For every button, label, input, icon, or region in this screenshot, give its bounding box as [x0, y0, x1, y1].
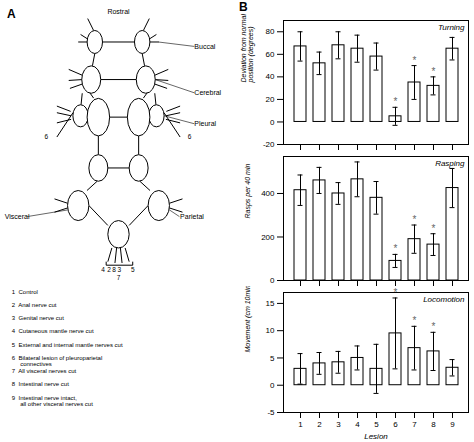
- svg-text:*: *: [394, 96, 398, 107]
- svg-text:Locomotion: Locomotion: [423, 295, 465, 304]
- svg-text:4 Cutaneous mantle nerve cut: 4 Cutaneous mantle nerve cut: [12, 328, 94, 334]
- svg-text:*: *: [432, 66, 436, 77]
- svg-text:7: 7: [412, 420, 417, 429]
- svg-text:6: 6: [188, 133, 192, 140]
- svg-text:4: 4: [101, 266, 105, 273]
- svg-text:60: 60: [266, 50, 275, 59]
- svg-text:-5: -5: [267, 408, 275, 417]
- svg-text:Rostral: Rostral: [107, 8, 130, 15]
- svg-text:*: *: [413, 55, 417, 66]
- svg-text:*: *: [413, 315, 417, 326]
- svg-text:5 External and internal mantl: 5 External and internal mantle nerves cu…: [12, 342, 123, 348]
- svg-text:8: 8: [112, 266, 116, 273]
- html-text:B: B: [239, 0, 248, 14]
- svg-text:2 Anal nerve cut: 2 Anal nerve cut: [12, 302, 57, 308]
- svg-text:0: 0: [270, 276, 275, 285]
- svg-text:7 All visceral nerves cut: 7 All visceral nerves cut: [12, 368, 77, 374]
- svg-text:*: *: [432, 223, 436, 234]
- svg-text:Buccal: Buccal: [194, 43, 215, 50]
- svg-text:Turning: Turning: [438, 23, 465, 32]
- svg-text:0: 0: [270, 381, 275, 390]
- svg-text:Rasps per 40 min: Rasps per 40 min: [244, 164, 252, 219]
- svg-text:200: 200: [261, 233, 275, 242]
- svg-text:8 Intestinal nerve cut: 8 Intestinal nerve cut: [12, 381, 69, 387]
- svg-text:*: *: [394, 287, 398, 298]
- svg-text:1 Control: 1 Control: [12, 289, 38, 295]
- svg-text:Cerebral: Cerebral: [194, 89, 221, 96]
- svg-text:Deviation from normalposition: Deviation from normalposition (degrees): [240, 14, 255, 84]
- svg-text:3: 3: [336, 420, 341, 429]
- svg-text:-20: -20: [263, 140, 275, 149]
- svg-text:7: 7: [117, 274, 121, 281]
- svg-text:6 Bilateral lesion of pleurop: 6 Bilateral lesion of pleuroparietal con…: [12, 355, 102, 368]
- svg-text:A: A: [7, 7, 16, 21]
- svg-text:9: 9: [450, 420, 455, 429]
- svg-text:4: 4: [355, 420, 360, 429]
- svg-text:Parietal: Parietal: [180, 213, 204, 220]
- svg-text:0: 0: [270, 118, 275, 127]
- svg-text:3: 3: [117, 266, 121, 273]
- svg-text:Pleural: Pleural: [194, 120, 216, 127]
- svg-text:5: 5: [374, 420, 379, 429]
- svg-text:2: 2: [107, 266, 111, 273]
- svg-text:15: 15: [266, 299, 275, 308]
- svg-text:Lesion: Lesion: [364, 432, 388, 441]
- svg-text:*: *: [413, 214, 417, 225]
- svg-text:8: 8: [431, 420, 436, 429]
- svg-text:5: 5: [131, 266, 135, 273]
- svg-text:1: 1: [298, 420, 303, 429]
- svg-text:400: 400: [261, 189, 275, 198]
- svg-text:80: 80: [266, 27, 275, 36]
- svg-text:40: 40: [266, 72, 275, 81]
- svg-text:5: 5: [270, 354, 275, 363]
- svg-text:3 Genital nerve cut: 3 Genital nerve cut: [12, 315, 64, 321]
- svg-text:Visceral: Visceral: [5, 213, 30, 220]
- svg-text:2: 2: [317, 420, 322, 429]
- svg-text:*: *: [394, 243, 398, 254]
- svg-text:*: *: [432, 321, 436, 332]
- svg-text:Rasping: Rasping: [435, 159, 465, 168]
- svg-text:6: 6: [44, 133, 48, 140]
- svg-text:20: 20: [266, 95, 275, 104]
- svg-text:6: 6: [393, 420, 398, 429]
- svg-text:10: 10: [266, 326, 275, 335]
- svg-text:Movement (cm 10min⁻¹): Movement (cm 10min⁻¹): [244, 286, 252, 353]
- svg-text:9 Intestinal nerve intact,: 9 Intestinal nerve intact, all other vis…: [12, 395, 93, 408]
